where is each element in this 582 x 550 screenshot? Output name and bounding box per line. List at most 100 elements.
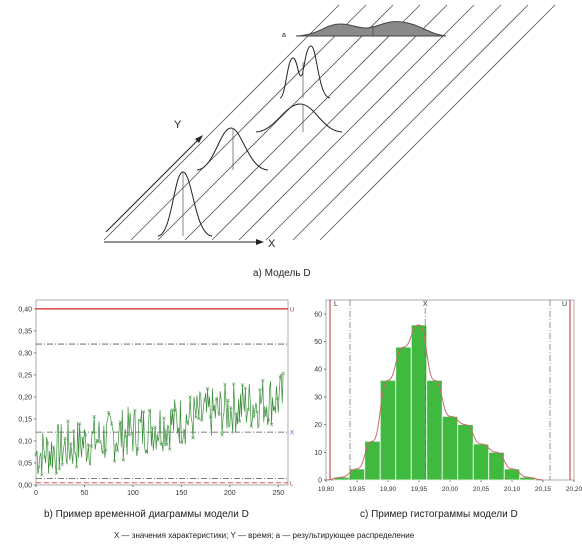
data-point bbox=[159, 442, 163, 447]
data-point bbox=[109, 421, 114, 426]
data-point bbox=[263, 413, 268, 418]
density-curve bbox=[325, 324, 544, 481]
data-point bbox=[179, 440, 184, 445]
data-point bbox=[165, 442, 169, 447]
data-point bbox=[112, 459, 117, 463]
histogram-bar bbox=[395, 346, 412, 481]
data-point bbox=[176, 426, 181, 431]
data-point bbox=[95, 438, 99, 442]
data-point bbox=[223, 382, 227, 387]
data-point bbox=[168, 447, 172, 451]
data-point bbox=[92, 414, 96, 419]
data-point bbox=[208, 415, 213, 419]
x-tick-label: 200 bbox=[224, 490, 236, 497]
data-point bbox=[240, 383, 245, 387]
histogram-chart: 0 10 20 30 40 50 60 19,80 19,85 19,90 19,95 20,00 2… bbox=[314, 299, 582, 493]
y-tick-label: 0,00 bbox=[18, 483, 32, 490]
data-point bbox=[144, 448, 149, 453]
y-tick-label: 0,30 bbox=[18, 350, 32, 357]
data-point bbox=[43, 455, 47, 459]
data-point bbox=[150, 425, 155, 430]
data-point bbox=[86, 442, 91, 447]
resultant-distribution bbox=[295, 21, 447, 37]
diagonal-line bbox=[157, 4, 394, 241]
data-point bbox=[141, 410, 146, 414]
y-tick-label: 60 bbox=[314, 311, 322, 318]
time-series-chart: 0,00 0,05 0,10 0,15 0,20 0,25 0,30 0,35 0,40 0 50… bbox=[18, 299, 294, 497]
y-axis-label: Y bbox=[174, 119, 182, 131]
y-tick-label: 0,20 bbox=[18, 394, 32, 401]
y-tick-labels: 0 10 20 30 40 50 60 bbox=[314, 311, 326, 485]
data-point bbox=[246, 407, 250, 412]
x-tick-label: 19,85 bbox=[349, 486, 366, 493]
data-point bbox=[214, 397, 218, 401]
y-tick-label: 0,15 bbox=[18, 416, 32, 423]
y-tick-label: 0,25 bbox=[18, 372, 32, 379]
y-tick-label: 0,40 bbox=[18, 306, 32, 313]
data-point bbox=[130, 431, 134, 436]
data-point bbox=[243, 386, 248, 390]
x-tick-label: 20,15 bbox=[535, 486, 552, 493]
y-tick-label: 0,05 bbox=[18, 460, 32, 467]
histogram-bar bbox=[426, 379, 443, 481]
resultant-label: a bbox=[282, 32, 286, 39]
limit-label: L bbox=[334, 301, 338, 308]
density-curve-path bbox=[325, 324, 544, 481]
data-point bbox=[118, 420, 123, 424]
data-point bbox=[200, 418, 204, 422]
limit-label: U bbox=[562, 301, 567, 308]
data-point bbox=[74, 465, 79, 469]
data-point bbox=[272, 405, 277, 409]
x-tick-label: 20,10 bbox=[504, 486, 521, 493]
data-point bbox=[104, 448, 108, 452]
reference-line-label: L bbox=[290, 481, 294, 487]
data-point bbox=[106, 410, 111, 415]
series-line bbox=[35, 373, 284, 476]
data-point bbox=[34, 452, 38, 457]
diagonal-line bbox=[319, 4, 556, 241]
data-point bbox=[173, 408, 178, 413]
data-point bbox=[138, 419, 143, 424]
y-tick-label: 0 bbox=[318, 478, 322, 485]
data-point bbox=[124, 434, 128, 439]
data-point bbox=[156, 438, 160, 442]
reference-lines: U X L bbox=[36, 307, 294, 487]
x-tick-label: 20,05 bbox=[473, 486, 490, 493]
diagonal-grid-lines bbox=[103, 4, 556, 241]
reference-line-label: U bbox=[290, 307, 294, 313]
data-point bbox=[69, 441, 73, 446]
data-point bbox=[202, 398, 207, 402]
data-point bbox=[234, 411, 239, 416]
data-point bbox=[170, 408, 175, 412]
data-point bbox=[252, 415, 256, 419]
x-tick-label: 250 bbox=[272, 490, 284, 497]
data-point bbox=[51, 445, 56, 449]
x-tick-label: 20,00 bbox=[442, 486, 459, 493]
data-point bbox=[278, 375, 282, 379]
x-tick-label: 20,20 bbox=[566, 486, 582, 493]
data-series bbox=[34, 371, 285, 477]
diagonal-line bbox=[184, 4, 421, 241]
y-tick-label: 0,35 bbox=[18, 328, 32, 335]
histogram-bar bbox=[410, 324, 428, 481]
data-point bbox=[101, 450, 105, 455]
data-point bbox=[197, 416, 201, 421]
data-point bbox=[229, 405, 233, 410]
x-tick-label: 19,95 bbox=[411, 486, 428, 493]
histogram-bar bbox=[472, 443, 490, 481]
data-point bbox=[191, 436, 195, 440]
data-point bbox=[127, 433, 131, 437]
chart-c-caption: c) Пример гистограммы модели D bbox=[360, 509, 518, 520]
data-point bbox=[162, 416, 166, 420]
x-tick-label: 100 bbox=[127, 490, 139, 497]
data-point bbox=[40, 473, 44, 477]
diagonal-line bbox=[238, 4, 475, 241]
reference-line-label: X bbox=[290, 431, 294, 437]
data-point bbox=[266, 418, 271, 422]
histogram-bar bbox=[441, 415, 459, 481]
data-point bbox=[54, 471, 59, 475]
data-point bbox=[57, 467, 61, 471]
x-tick-label: 19,90 bbox=[380, 486, 397, 493]
y-tick-label: 20 bbox=[314, 422, 322, 429]
data-point bbox=[98, 440, 102, 444]
